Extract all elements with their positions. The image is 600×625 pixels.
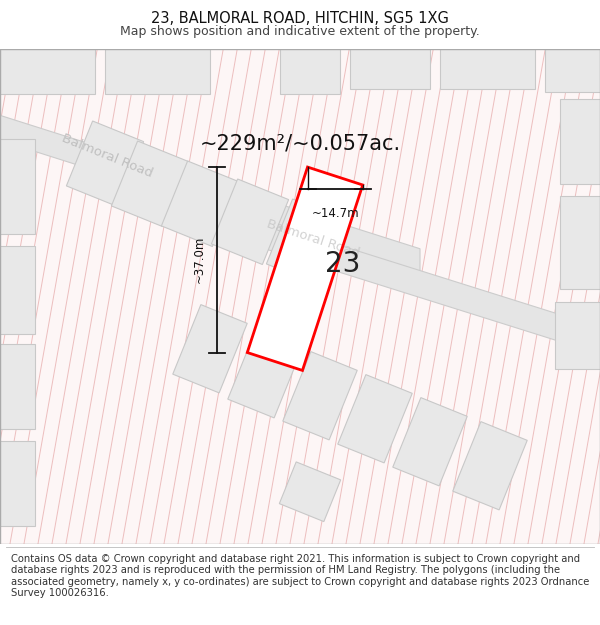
Polygon shape [393, 398, 467, 486]
Text: Balmoral Road: Balmoral Road [265, 217, 361, 260]
Text: Map shows position and indicative extent of the property.: Map shows position and indicative extent… [120, 25, 480, 38]
Polygon shape [161, 161, 239, 246]
Polygon shape [350, 49, 430, 89]
Text: ~14.7m: ~14.7m [311, 207, 359, 220]
Text: ~37.0m: ~37.0m [193, 236, 206, 284]
Text: Contains OS data © Crown copyright and database right 2021. This information is : Contains OS data © Crown copyright and d… [11, 554, 589, 598]
Text: 23: 23 [325, 250, 361, 278]
Polygon shape [0, 344, 35, 429]
Polygon shape [266, 199, 344, 284]
Polygon shape [67, 121, 143, 206]
Text: ~229m²/~0.057ac.: ~229m²/~0.057ac. [199, 134, 401, 154]
Polygon shape [173, 304, 247, 393]
Polygon shape [247, 167, 363, 371]
Polygon shape [0, 114, 420, 274]
Polygon shape [555, 302, 600, 369]
Polygon shape [0, 246, 35, 334]
Polygon shape [545, 49, 600, 92]
Polygon shape [160, 189, 600, 356]
Polygon shape [280, 49, 340, 94]
Polygon shape [0, 441, 35, 526]
Polygon shape [0, 139, 35, 234]
Text: 23, BALMORAL ROAD, HITCHIN, SG5 1XG: 23, BALMORAL ROAD, HITCHIN, SG5 1XG [151, 11, 449, 26]
Polygon shape [440, 49, 535, 89]
Text: Balmoral Road: Balmoral Road [60, 132, 155, 180]
Polygon shape [211, 179, 289, 264]
Polygon shape [560, 196, 600, 289]
Polygon shape [283, 352, 357, 440]
Polygon shape [105, 49, 210, 94]
Polygon shape [228, 329, 302, 418]
Polygon shape [560, 99, 600, 184]
Polygon shape [280, 462, 341, 522]
Polygon shape [338, 374, 412, 463]
Polygon shape [112, 141, 188, 226]
Polygon shape [0, 49, 95, 94]
Polygon shape [453, 422, 527, 510]
